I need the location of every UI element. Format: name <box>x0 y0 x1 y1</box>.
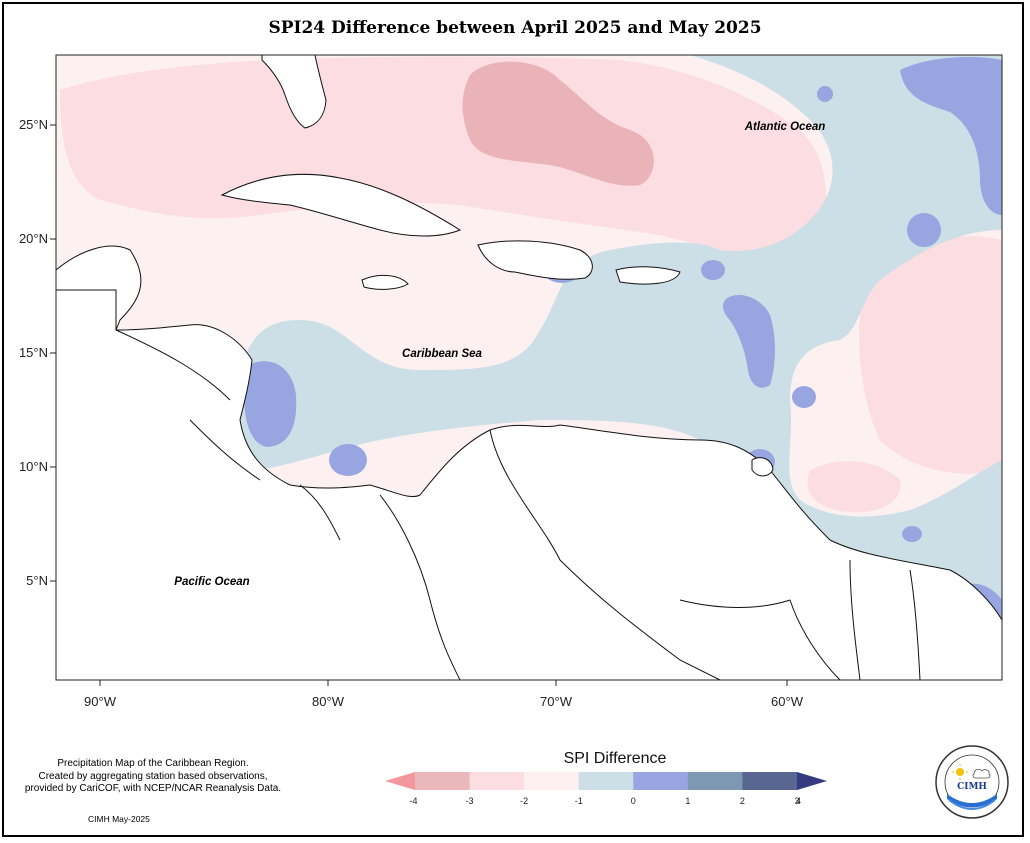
legend-swatch <box>469 772 525 790</box>
spi-field <box>56 55 1002 680</box>
legend-arrow-low <box>385 772 415 790</box>
legend-arrow-high <box>797 772 827 790</box>
lat-label-15: 15°N <box>19 345 48 360</box>
legend-tick-label: -2 <box>520 796 528 806</box>
field-pink-north <box>60 56 826 256</box>
label-atlantic-ocean: Atlantic Ocean <box>744 121 826 133</box>
field-blue-ne-corner <box>900 57 1002 216</box>
field-dark-pink-north <box>462 61 654 186</box>
longitude-axis: 90°W 80°W 70°W 60°W <box>84 680 804 709</box>
legend-swatch <box>742 772 798 790</box>
lon-label-60: 60°W <box>771 694 804 709</box>
country-borders <box>115 329 921 680</box>
land-cuba <box>220 173 462 237</box>
land-masses <box>56 55 1002 680</box>
cimh-logo: CIMH <box>935 745 1009 819</box>
legend-tick-label: -3 <box>466 796 474 806</box>
legend-swatch <box>578 772 634 790</box>
land-yucatan <box>56 245 142 331</box>
legend-swatch <box>687 772 743 790</box>
legend-tick-label: 3 <box>794 796 799 806</box>
lat-label-5: 5°N <box>26 573 48 588</box>
footer-line-3: provided by CariCOF, with NCEP/NCAR Rean… <box>24 783 282 794</box>
wave-icon <box>947 794 997 808</box>
legend-swatch <box>524 772 580 790</box>
cloud-icon <box>972 768 991 779</box>
field-blue-small-spot <box>902 526 922 542</box>
field-blue-panama <box>329 444 367 476</box>
field-blue-lesser-antilles <box>723 295 775 388</box>
field-blue-bahamas-spot <box>817 86 833 102</box>
field-blue-barbados <box>792 386 816 408</box>
label-pacific-ocean: Pacific Ocean <box>174 576 249 588</box>
land-trinidad <box>751 457 774 477</box>
legend-swatch <box>415 772 471 790</box>
latitude-axis: 25°N 20°N 15°N 10°N 5°N <box>19 117 56 588</box>
footer-date: CIMH May-2025 <box>88 814 150 824</box>
label-caribbean-sea: Caribbean Sea <box>402 348 482 360</box>
land-hispaniola <box>477 240 593 280</box>
land-jamaica <box>361 274 409 290</box>
lon-label-70: 70°W <box>540 694 573 709</box>
lon-label-90: 90°W <box>84 694 117 709</box>
legend-tick-label: 2 <box>740 796 745 806</box>
land-central-america-south-america <box>56 289 1002 680</box>
map-title: SPI24 Difference between April 2025 and … <box>268 18 762 38</box>
lon-label-80: 80°W <box>312 694 345 709</box>
sun-icon <box>956 768 964 776</box>
field-pink-southeast <box>807 461 901 513</box>
land-florida <box>261 55 327 129</box>
legend-tick-label: 1 <box>685 796 690 806</box>
field-pink-east <box>859 236 1002 474</box>
lat-label-10: 10°N <box>19 459 48 474</box>
footer-line-2: Created by aggregating station based obs… <box>38 770 268 782</box>
map-border <box>55 54 1003 681</box>
field-blue-atlantic-spot <box>907 213 941 247</box>
legend-tick-label: -1 <box>575 796 583 806</box>
lat-label-20: 20°N <box>19 231 48 246</box>
logo-text: CIMH <box>957 782 987 792</box>
legend-swatch <box>633 772 689 790</box>
legend-tick-label: 0 <box>631 796 636 806</box>
field-blue-pr <box>701 260 725 280</box>
footer-line-1: Precipitation Map of the Caribbean Regio… <box>57 758 249 769</box>
footer-note: Precipitation Map of the Caribbean Regio… <box>8 758 298 796</box>
legend-tick-label: 4 <box>796 796 801 806</box>
land-puerto-rico <box>615 266 681 285</box>
lat-label-25: 25°N <box>19 117 48 132</box>
field-blue-honduras <box>244 361 297 447</box>
legend-title: SPI Difference <box>563 750 667 767</box>
legend-colorbar: -4 -3 -2 -1 0 1 2 34 <box>385 772 827 806</box>
legend-tick-label: -4 <box>409 796 417 806</box>
